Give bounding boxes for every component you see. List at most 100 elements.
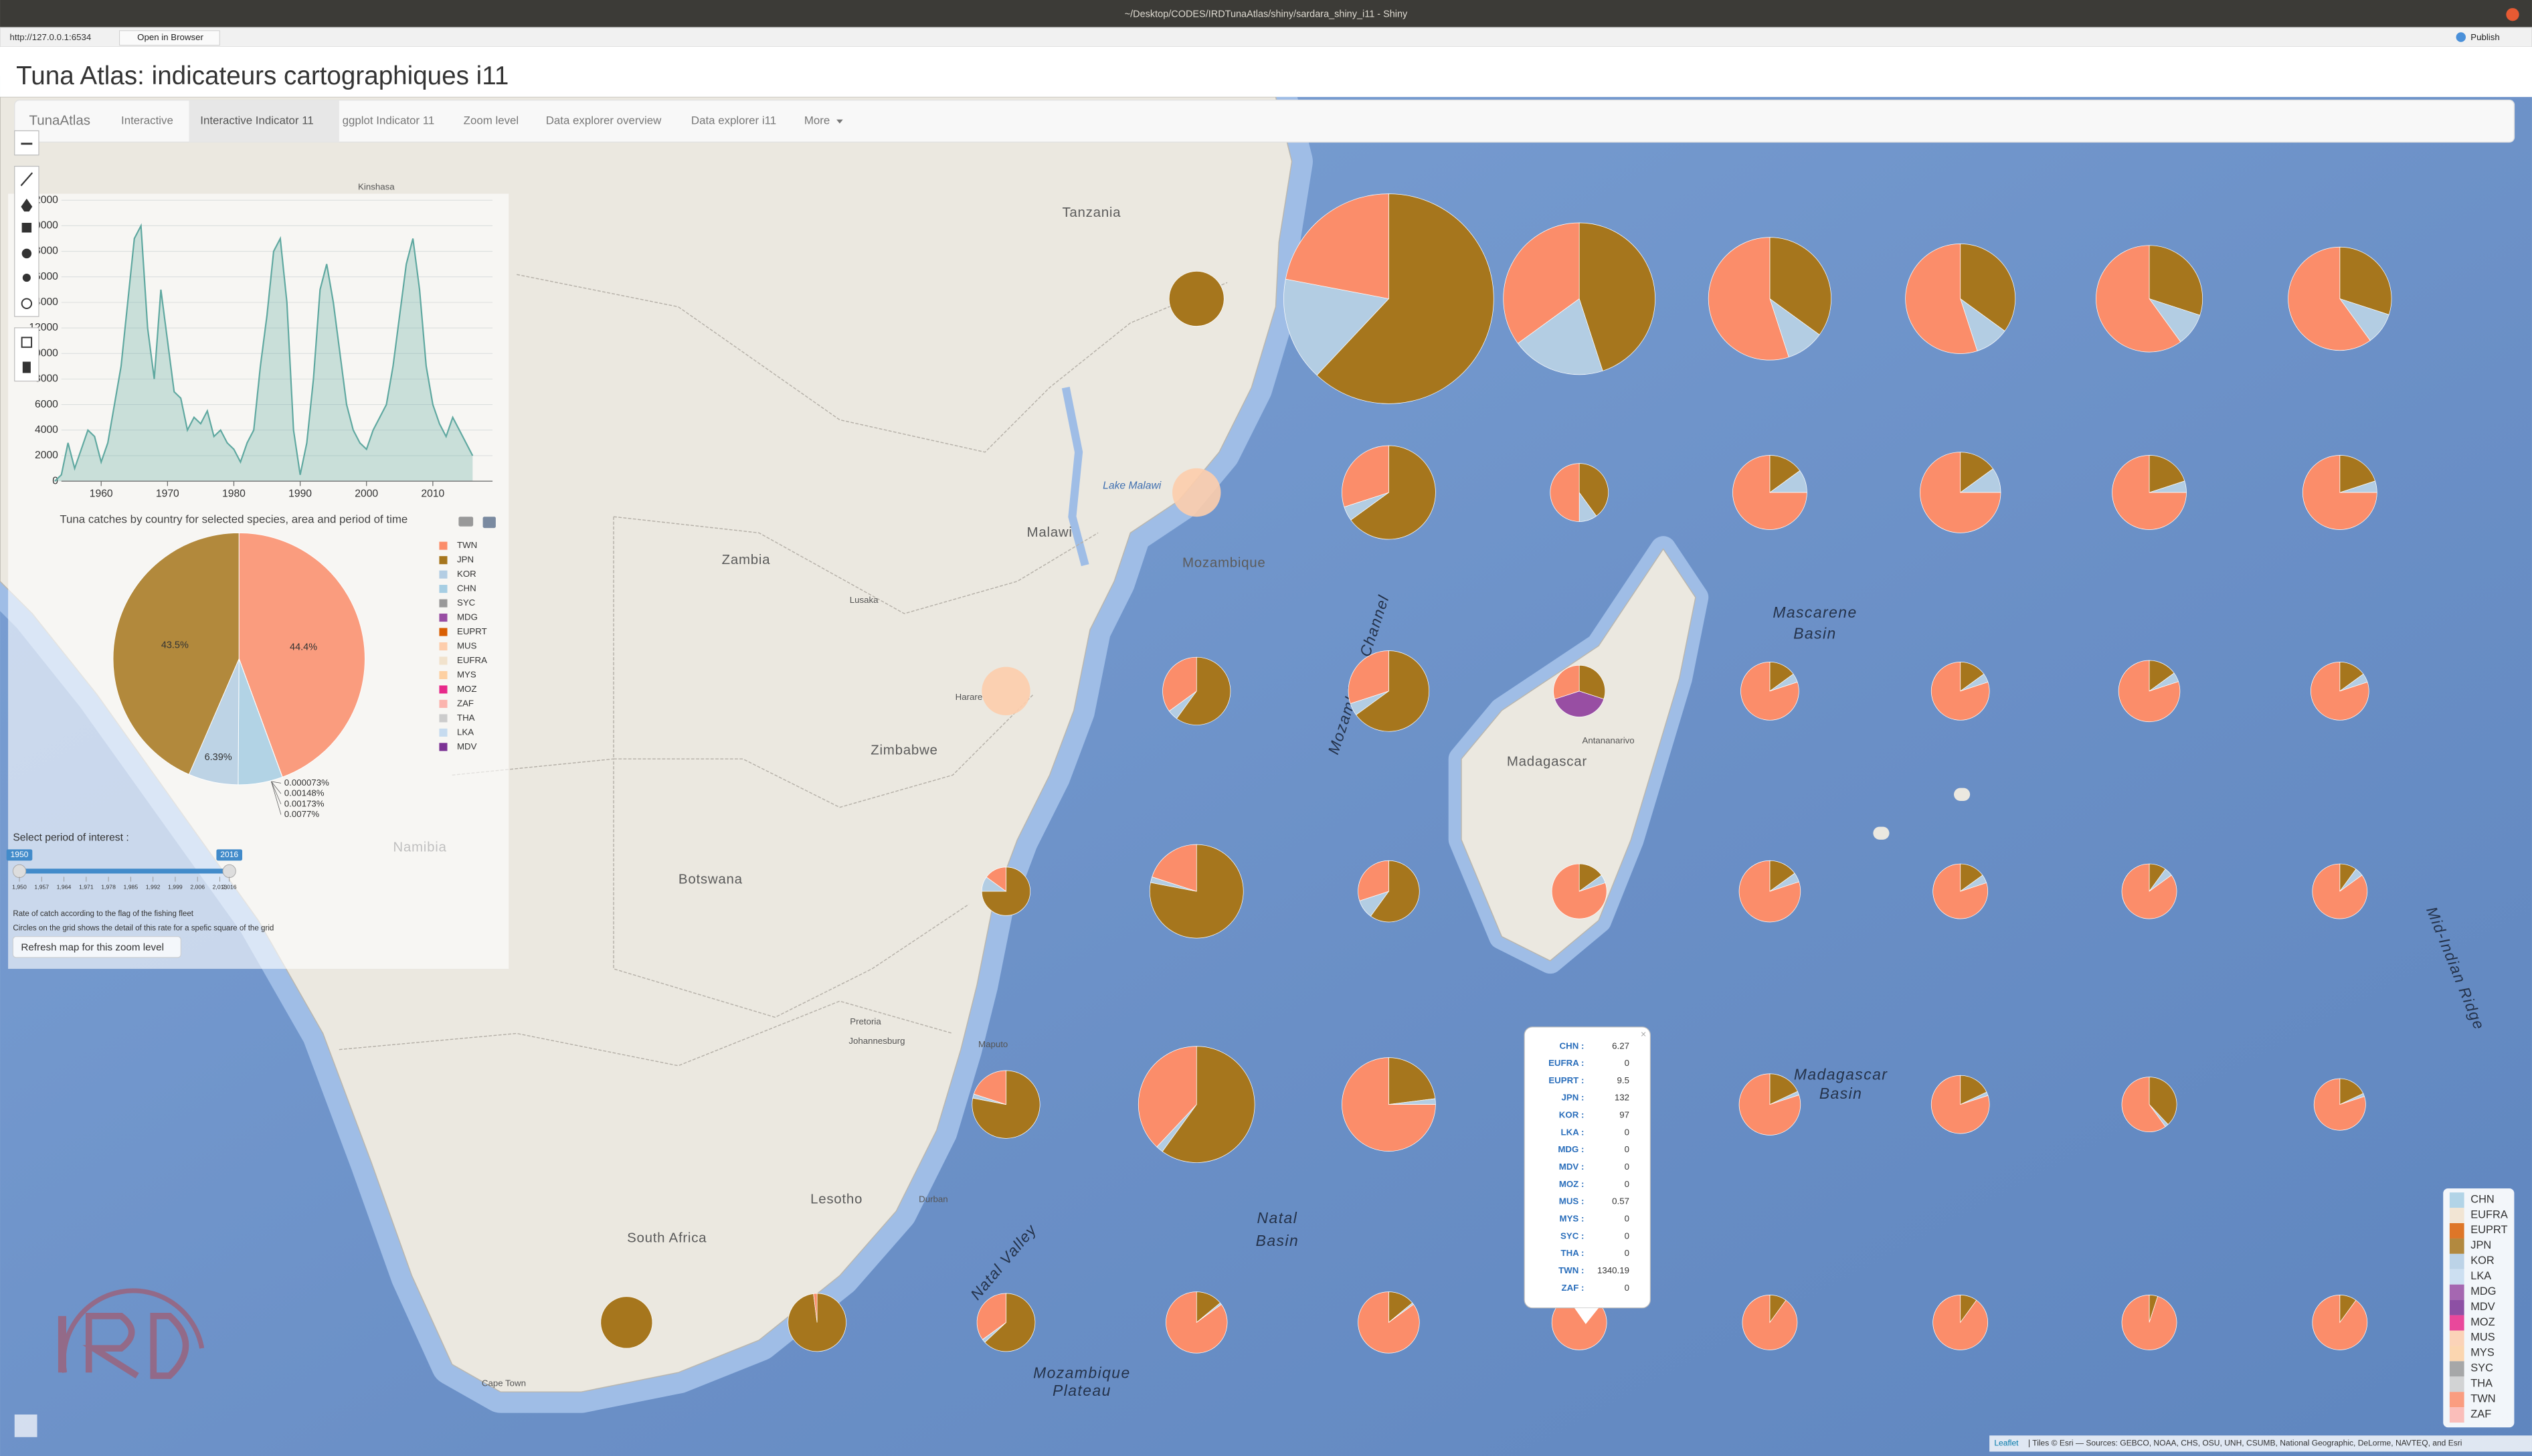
popup-key: SYC : bbox=[1560, 1231, 1584, 1241]
map[interactable]: Tanzania Zambia Malawi Mozambique Zimbabwe Bo… bbox=[0, 76, 2532, 1456]
slider-tick-label: 1,985 bbox=[124, 883, 139, 890]
chart-button[interactable] bbox=[458, 517, 474, 527]
pie-label: 43.5% bbox=[161, 640, 189, 651]
legend-label: MYS bbox=[2470, 1347, 2495, 1359]
map-pie-slice bbox=[2339, 1078, 2364, 1105]
legend-swatch bbox=[2449, 1284, 2464, 1300]
map-pie-slice bbox=[2118, 660, 2181, 723]
legend-label: SYC bbox=[2470, 1362, 2493, 1374]
place-label: Basin bbox=[1819, 1085, 1863, 1102]
legend-label: TWN bbox=[2470, 1392, 2495, 1404]
open-in-browser-button[interactable] bbox=[119, 30, 220, 46]
map-pie-slice bbox=[2312, 1295, 2368, 1350]
popup-value: 0.57 bbox=[1612, 1196, 1629, 1206]
map-pie-slice bbox=[2149, 245, 2203, 316]
place-label: Madagascar bbox=[1507, 753, 1587, 769]
map-pie-slice bbox=[2339, 455, 2376, 493]
map-pie-slice bbox=[1708, 237, 1789, 361]
publish-icon bbox=[2456, 32, 2466, 42]
y-tick-label: 2000 bbox=[35, 450, 58, 461]
nav-tab[interactable]: Data explorer overview bbox=[546, 114, 662, 126]
nav-tabs: TunaAtlas Interactive Interactive Indicato… bbox=[29, 100, 843, 143]
legend-swatch bbox=[439, 656, 448, 665]
y-tick-label: 8000 bbox=[35, 373, 58, 385]
map-pie-slice bbox=[1388, 1057, 1436, 1105]
map-pie-slice bbox=[2288, 246, 2371, 351]
legend-swatch bbox=[2449, 1330, 2464, 1346]
popup-value: 0 bbox=[1625, 1162, 1629, 1172]
map-pie-slice bbox=[2149, 455, 2185, 493]
map-pie-slice bbox=[1769, 1073, 1798, 1105]
place-label: Johannesburg bbox=[848, 1036, 905, 1046]
nav-tab[interactable]: ggplot Indicator 11 bbox=[343, 114, 435, 126]
chart-button[interactable] bbox=[482, 517, 496, 529]
slider-track bbox=[19, 869, 230, 874]
legend-swatch bbox=[439, 628, 448, 636]
twitter-button[interactable] bbox=[14, 1414, 37, 1437]
legend-swatch bbox=[439, 714, 448, 723]
close-button[interactable] bbox=[2506, 8, 2519, 21]
place-label: Plateau bbox=[1053, 1382, 1111, 1399]
legend-swatch bbox=[439, 541, 448, 550]
map-pie-slice bbox=[1960, 244, 2016, 332]
legend-swatch bbox=[2449, 1407, 2464, 1423]
legend-swatch bbox=[439, 685, 448, 694]
popup-key: CHN : bbox=[1560, 1040, 1585, 1051]
leaflet-link[interactable]: Leaflet bbox=[1994, 1439, 2019, 1448]
x-tick-label: 1990 bbox=[288, 488, 312, 500]
legend-swatch bbox=[2449, 1376, 2464, 1392]
legend-label: JPN bbox=[2470, 1239, 2491, 1251]
map-pie-slice bbox=[1932, 1295, 1989, 1350]
place-label: Natal bbox=[1257, 1209, 1298, 1226]
nav-tab[interactable]: More bbox=[804, 114, 830, 126]
y-tick-label: 4000 bbox=[35, 424, 58, 436]
slider-value: 2016 bbox=[220, 850, 238, 859]
title-bar bbox=[0, 0, 2532, 28]
active-tab bbox=[189, 100, 339, 143]
window-title: ~/Desktop/CODES/IRDTunaAtlas/shiny/sarda… bbox=[1125, 9, 1408, 20]
nav-tab[interactable]: Interactive Indicator 11 bbox=[200, 114, 313, 126]
map-pie-slice bbox=[2112, 455, 2187, 530]
map-pie-slice bbox=[1732, 455, 1807, 530]
popup-value: 0 bbox=[1625, 1144, 1629, 1154]
popup-value: 6.27 bbox=[1612, 1040, 1629, 1051]
map-pie bbox=[982, 666, 1030, 716]
map-pie-slice bbox=[2339, 246, 2392, 315]
map-pie-slice bbox=[2313, 1078, 2366, 1131]
map-pie-slice bbox=[1176, 656, 1231, 725]
map-pie-slice bbox=[1348, 650, 1389, 704]
slider-tick-label: 1,971 bbox=[79, 883, 94, 890]
map-pie-slice bbox=[1358, 860, 1389, 901]
nav-tab[interactable]: Data explorer i11 bbox=[691, 114, 776, 126]
slider-handle[interactable] bbox=[222, 864, 236, 879]
slider-handle[interactable] bbox=[12, 864, 27, 879]
publish[interactable]: Publish bbox=[2470, 32, 2500, 42]
popup-value: 0 bbox=[1625, 1127, 1629, 1137]
delete-icon[interactable] bbox=[22, 361, 31, 373]
nav-tab[interactable]: Interactive bbox=[121, 114, 173, 126]
place-label: Pretoria bbox=[850, 1016, 881, 1026]
legend-swatch bbox=[439, 556, 448, 565]
legend-swatch bbox=[2449, 1346, 2464, 1362]
map-pie-slice bbox=[2121, 863, 2177, 919]
nav-tab[interactable]: Zoom level bbox=[464, 114, 519, 126]
map-pie-slice bbox=[2121, 1077, 2166, 1133]
place-label: Zimbabwe bbox=[871, 743, 937, 758]
pie-label: 6.39% bbox=[205, 752, 232, 763]
pie-label-line bbox=[271, 781, 282, 794]
legend-label: MDG bbox=[457, 612, 478, 622]
map-pie-slice bbox=[1738, 1073, 1801, 1135]
legend-label: TWN bbox=[457, 540, 477, 550]
popup-close[interactable]: × bbox=[1641, 1030, 1646, 1040]
legend-swatch bbox=[439, 670, 448, 680]
brand[interactable]: TunaAtlas bbox=[29, 112, 90, 128]
refresh-button[interactable] bbox=[12, 936, 181, 958]
slider-tick-label: 2,006 bbox=[190, 883, 205, 890]
popup-value: 132 bbox=[1615, 1093, 1629, 1103]
refresh-label: Refresh map for this zoom level bbox=[21, 942, 164, 953]
legend-label: CHN bbox=[2470, 1193, 2495, 1205]
edit-icon[interactable] bbox=[21, 337, 33, 348]
map-pie-slice bbox=[1168, 271, 1225, 327]
